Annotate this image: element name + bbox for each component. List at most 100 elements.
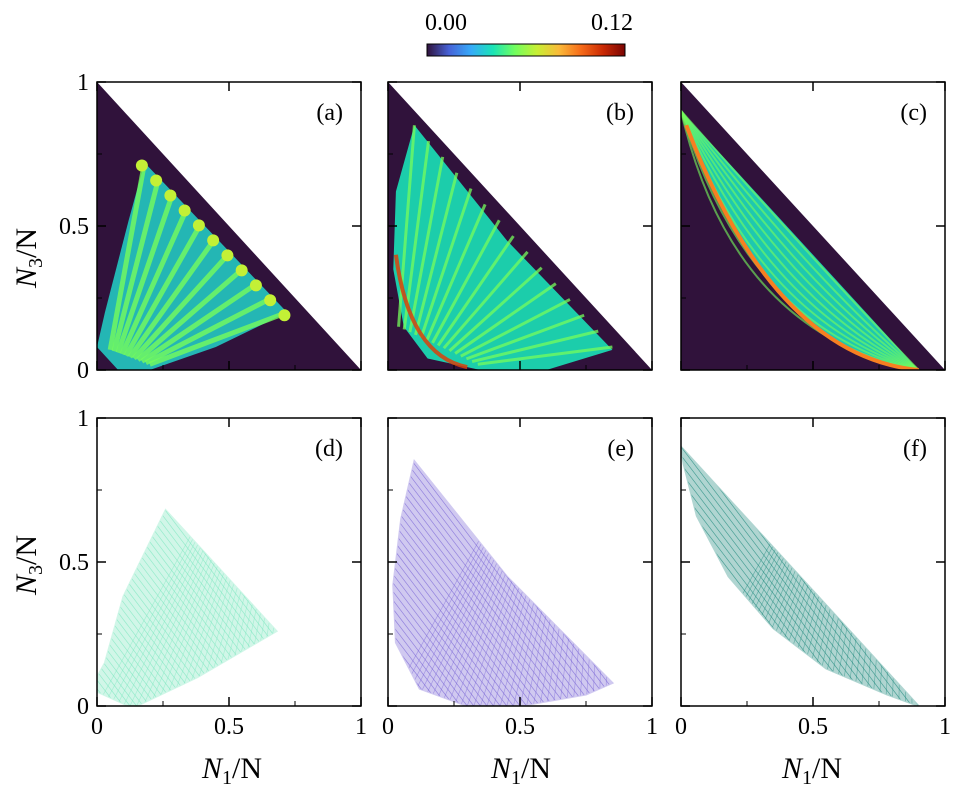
heatmap-ray [442, 250, 529, 350]
heatmap-ray [448, 266, 543, 352]
scatter-mesh-line [585, 461, 607, 706]
scatter-mesh-line [393, 461, 587, 706]
scatter-mesh-line [681, 688, 695, 706]
svg-text:N3/N: N3/N [10, 535, 47, 596]
scatter-mesh-line [274, 510, 277, 706]
y-title-main: N [10, 266, 43, 289]
scatter-mesh-line [136, 510, 268, 706]
scatter-mesh-line [97, 510, 256, 706]
y-axis-title-top: N3/N [10, 228, 47, 289]
x-tick-label: 0 [382, 714, 394, 740]
x-title-sub-f: 1 [802, 767, 812, 789]
x-tick-label: 0.5 [505, 714, 535, 740]
scatter-mesh-line [393, 567, 494, 706]
scatter-mesh-line [97, 510, 277, 706]
scatter-mesh-line [202, 510, 277, 706]
panel-plot-area [388, 82, 652, 370]
y-axis-title-bottom: N3/N [10, 535, 47, 596]
scatter-mesh-line [97, 671, 124, 706]
scatter-mesh-line [393, 558, 501, 706]
panel-plot-area [97, 418, 315, 706]
scatter-mesh-line [681, 446, 886, 706]
scatter-mesh-line [681, 645, 728, 706]
heatmap-ray [136, 265, 246, 362]
heatmap-blob [221, 249, 234, 262]
scatter-mesh [681, 446, 919, 706]
scatter-mesh-line [393, 507, 541, 706]
panel-label: (f) [903, 436, 927, 462]
y-title-rest-2: /N [10, 535, 43, 565]
scatter-mesh-line [97, 510, 277, 706]
scatter-mesh-line [208, 510, 277, 706]
heatmap-blob [264, 294, 277, 307]
scatter-mesh-line [681, 662, 715, 706]
scatter-mesh-line [592, 461, 609, 706]
x-axis-title-e: N1/N [490, 752, 551, 789]
y-tick-label: 0.5 [59, 550, 89, 576]
x-tick-label: 1 [646, 714, 658, 740]
scatter-mesh-line [681, 628, 741, 706]
x-title-main-e: N [490, 752, 513, 785]
heatmap-ray [436, 235, 515, 347]
panel-f: 0 0.5 1 (f) [675, 417, 951, 740]
panel-label: (b) [606, 100, 634, 126]
scatter-mesh-line [295, 418, 315, 706]
scatter-mesh-line [248, 510, 277, 706]
scatter-mesh-line [393, 461, 593, 706]
scatter-mesh-line [393, 576, 488, 706]
scatter-mesh-line [681, 446, 900, 706]
x-title-sub-e: 1 [511, 767, 521, 789]
scatter-mesh-line [393, 489, 554, 706]
y-title-sub: 3 [25, 258, 47, 268]
scatter-mesh-line [393, 472, 567, 706]
scatter-mesh-line [393, 481, 560, 706]
svg-text:N1/N: N1/N [201, 752, 262, 789]
x-axis-title-f: N1/N [781, 752, 842, 789]
scatter-mesh-line [681, 679, 702, 706]
scatter-hull [392, 458, 615, 706]
x-tick-label: 1 [939, 714, 951, 740]
scatter-mesh-line [393, 628, 448, 706]
heatmap-blob [235, 264, 248, 277]
heatmap-ray [397, 125, 416, 327]
scatter-mesh-line [681, 481, 853, 706]
heatmap-arc [681, 110, 920, 370]
panels: 00.51(a) (b) (c)000.50.511(d)0 0.5 1(e)0 0.5 1… [59, 70, 951, 740]
heatmap-background [681, 82, 945, 370]
scatter-mesh-line [261, 510, 277, 706]
heatmap-ray [454, 282, 557, 355]
colorbar: 0.00 0.12 [425, 10, 633, 57]
y-tick-label: 1 [77, 70, 89, 96]
scatter-mesh-line [885, 446, 902, 706]
scatter-mesh-line [228, 510, 277, 706]
panel-plot-area [681, 82, 945, 370]
scatter-mesh [97, 418, 315, 706]
colorbar-max-label: 0.12 [591, 10, 633, 36]
heatmap-hot-edge [684, 124, 919, 370]
heatmap-blob [278, 309, 291, 322]
y-tick-label: 1 [77, 406, 89, 432]
x-title-rest-d: /N [232, 752, 262, 785]
scatter-mesh-line [681, 446, 880, 706]
panel-b: (b) [387, 81, 653, 371]
x-title-main-f: N [781, 752, 804, 785]
scatter-mesh-line [268, 510, 277, 706]
scatter-mesh-line [878, 446, 900, 706]
heatmap-arc [681, 110, 920, 370]
x-tick-label: 1 [355, 714, 367, 740]
scatter-mesh-line [393, 550, 508, 706]
scatter-mesh-line [681, 455, 873, 706]
scatter-mesh-line [681, 697, 688, 706]
panel-label: (e) [607, 436, 634, 462]
scatter-mesh-line [288, 418, 312, 706]
panel-d: 00 0.5 0.5 1 1 (d) [59, 406, 367, 740]
heatmap-arc [681, 110, 920, 370]
panel-label: (a) [316, 100, 343, 126]
heatmap-blob [178, 204, 191, 217]
scatter-mesh-line [241, 510, 277, 706]
svg-text:N3/N: N3/N [10, 228, 47, 289]
y-tick-label: 0.5 [59, 214, 89, 240]
heatmap-arc [681, 110, 920, 370]
scatter-mesh-line [123, 510, 264, 706]
